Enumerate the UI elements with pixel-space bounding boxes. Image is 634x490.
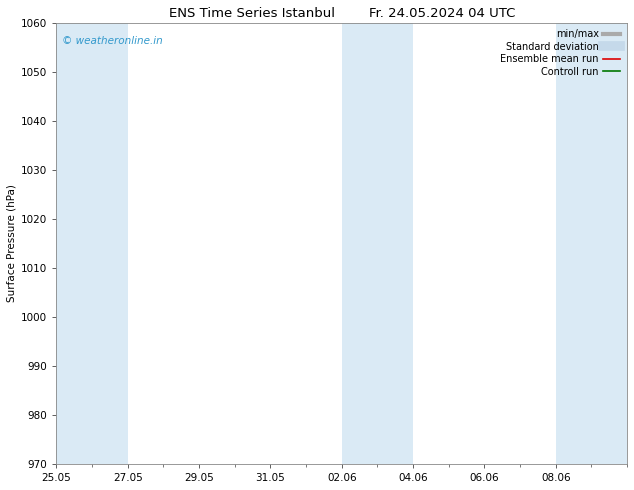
- Bar: [556, 23, 627, 464]
- Text: © weatheronline.in: © weatheronline.in: [62, 36, 163, 46]
- Bar: [342, 23, 413, 464]
- Y-axis label: Surface Pressure (hPa): Surface Pressure (hPa): [7, 184, 17, 302]
- Bar: [56, 23, 127, 464]
- Title: ENS Time Series Istanbul        Fr. 24.05.2024 04 UTC: ENS Time Series Istanbul Fr. 24.05.2024 …: [169, 7, 515, 20]
- Legend: min/max, Standard deviation, Ensemble mean run, Controll run: min/max, Standard deviation, Ensemble me…: [496, 25, 624, 80]
